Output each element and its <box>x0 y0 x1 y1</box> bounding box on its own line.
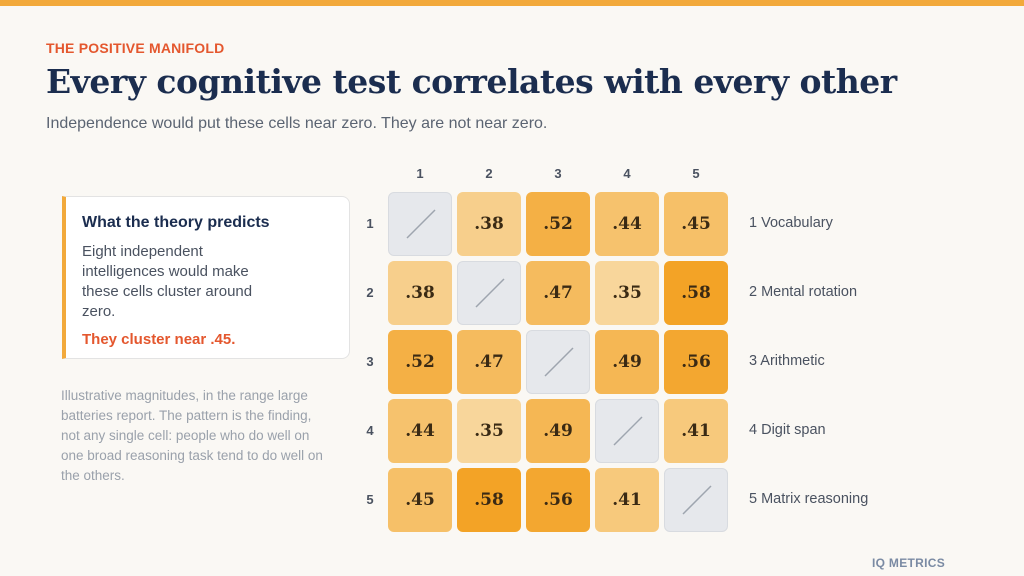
correlation-cell: .47 <box>457 330 521 394</box>
correlation-cell: .49 <box>526 399 590 463</box>
diagonal-cell <box>595 399 659 463</box>
correlation-cell: .47 <box>526 261 590 325</box>
row-header: 3 <box>366 354 374 369</box>
page-subtitle: Independence would put these cells near … <box>46 115 548 132</box>
correlation-cell: .45 <box>388 468 452 532</box>
column-header: 4 <box>623 166 631 181</box>
row-label: 4 Digit span <box>749 422 826 438</box>
top-accent-bar <box>0 0 1024 6</box>
column-header: 5 <box>692 166 700 181</box>
diagonal-cell <box>664 468 728 532</box>
correlation-cell: .35 <box>457 399 521 463</box>
footnote: Illustrative magnitudes, in the range la… <box>61 388 323 483</box>
row-label: 5 Matrix reasoning <box>749 491 869 507</box>
slash-icon <box>475 278 505 308</box>
correlation-cell: .38 <box>457 192 521 256</box>
correlation-cell: .41 <box>595 468 659 532</box>
row-label: 2 Mental rotation <box>749 284 858 300</box>
slash-icon <box>406 209 436 239</box>
card-title: What the theory predicts <box>82 214 270 231</box>
row-label: 1 Vocabulary <box>749 215 833 231</box>
diagonal-cell <box>388 192 452 256</box>
row-label: 3 Arithmetic <box>749 353 825 369</box>
card-emphasis: They cluster near .45. <box>82 331 236 348</box>
correlation-cell: .49 <box>595 330 659 394</box>
row-header: 2 <box>366 285 374 300</box>
diagonal-cell <box>526 330 590 394</box>
correlation-cell: .58 <box>664 261 728 325</box>
diagonal-cell <box>457 261 521 325</box>
correlation-cell: .56 <box>664 330 728 394</box>
slash-icon <box>613 416 643 446</box>
correlation-cell: .35 <box>595 261 659 325</box>
correlation-cell: .45 <box>664 192 728 256</box>
row-header: 5 <box>366 492 374 507</box>
slash-icon <box>544 347 574 377</box>
eyebrow: THE POSITIVE MANIFOLD <box>46 40 225 56</box>
slash-icon <box>682 485 712 515</box>
page-title: Every cognitive test correlates with eve… <box>46 62 897 101</box>
correlation-cell: .52 <box>526 192 590 256</box>
column-header: 3 <box>554 166 562 181</box>
correlation-cell: .56 <box>526 468 590 532</box>
correlation-cell: .41 <box>664 399 728 463</box>
correlation-cell: .38 <box>388 261 452 325</box>
row-header: 1 <box>366 216 374 231</box>
correlation-cell: .58 <box>457 468 521 532</box>
column-header: 2 <box>485 166 493 181</box>
theory-card: What the theory predicts Eight independe… <box>62 196 350 359</box>
card-body: Eight independent intelligences would ma… <box>82 243 253 320</box>
row-header: 4 <box>366 423 374 438</box>
correlation-cell: .52 <box>388 330 452 394</box>
correlation-cell: .44 <box>388 399 452 463</box>
correlation-cell: .44 <box>595 192 659 256</box>
brand-logo: IQ METRICS <box>872 556 946 570</box>
column-header: 1 <box>416 166 424 181</box>
